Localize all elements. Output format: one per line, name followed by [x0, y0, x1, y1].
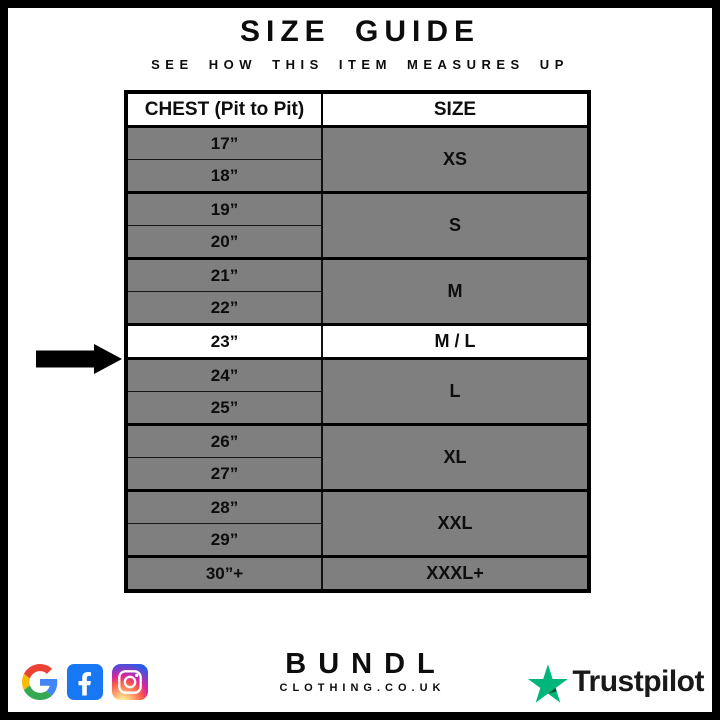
chest-value: 20”: [125, 225, 323, 259]
chest-value: 18”: [125, 159, 323, 193]
size-column-header: SIZE: [321, 91, 590, 128]
size-value: XXXL+: [321, 555, 590, 592]
brand-domain: CLOTHING.CO.UK: [279, 682, 446, 694]
chest-value: 26”: [125, 423, 323, 458]
chest-value: 22”: [125, 291, 323, 325]
size-value: XS: [321, 125, 590, 193]
arrow-right-icon: [36, 344, 122, 374]
table-row: 25”: [125, 391, 589, 425]
size-guide-table: CHEST (Pit to Pit) SIZE 17” XS 18” 19” S…: [124, 90, 591, 593]
table-row: 27”: [125, 457, 589, 491]
trustpilot-star-icon: [528, 664, 569, 703]
chest-value: 21”: [125, 257, 323, 292]
table-row: 30”+ XXXL+: [125, 555, 590, 592]
chest-value: 28”: [125, 489, 323, 524]
instagram-icon[interactable]: [112, 664, 148, 700]
trustpilot-label: Trustpilot: [572, 665, 704, 698]
chest-value: 25”: [125, 391, 323, 425]
facebook-icon[interactable]: [67, 664, 103, 700]
trustpilot-logo[interactable]: Trustpilot: [527, 660, 704, 704]
chest-value: 19”: [125, 191, 323, 226]
chest-value-highlighted: 23”: [125, 323, 323, 360]
chest-value: 30”+: [125, 555, 323, 592]
size-value: M: [321, 257, 590, 325]
chest-value: 17”: [125, 125, 323, 160]
chest-value: 24”: [125, 357, 323, 392]
table-header-row: CHEST (Pit to Pit) SIZE: [125, 91, 590, 128]
size-value: L: [321, 357, 590, 425]
table-row: 17” XS: [125, 125, 590, 193]
page-subtitle: SEE HOW THIS ITEM MEASURES UP: [151, 57, 569, 72]
brand-logo: BUNDL CLOTHING.CO.UK: [8, 648, 712, 694]
social-icons: [22, 664, 148, 700]
chest-value: 29”: [125, 523, 323, 557]
size-value: S: [321, 191, 590, 259]
chest-column-header: CHEST (Pit to Pit): [125, 91, 323, 128]
table-row-highlighted: 23” M / L: [125, 323, 590, 360]
table-row: 29”: [125, 523, 589, 557]
chest-value: 27”: [125, 457, 323, 491]
table-row: 26” XL: [125, 423, 590, 491]
size-value: XL: [321, 423, 590, 491]
table-row: 24” L: [125, 357, 590, 425]
brand-name: BUNDL: [285, 648, 447, 680]
table-row: 21” M: [125, 257, 590, 325]
table-row: 19” S: [125, 191, 590, 259]
size-value: XXL: [321, 489, 590, 557]
size-value-highlighted: M / L: [321, 323, 590, 360]
page-title: SIZE GUIDE: [239, 15, 481, 48]
table-row: 18”: [125, 159, 589, 193]
table-row: 28” XXL: [125, 489, 590, 557]
google-icon[interactable]: [22, 664, 58, 700]
